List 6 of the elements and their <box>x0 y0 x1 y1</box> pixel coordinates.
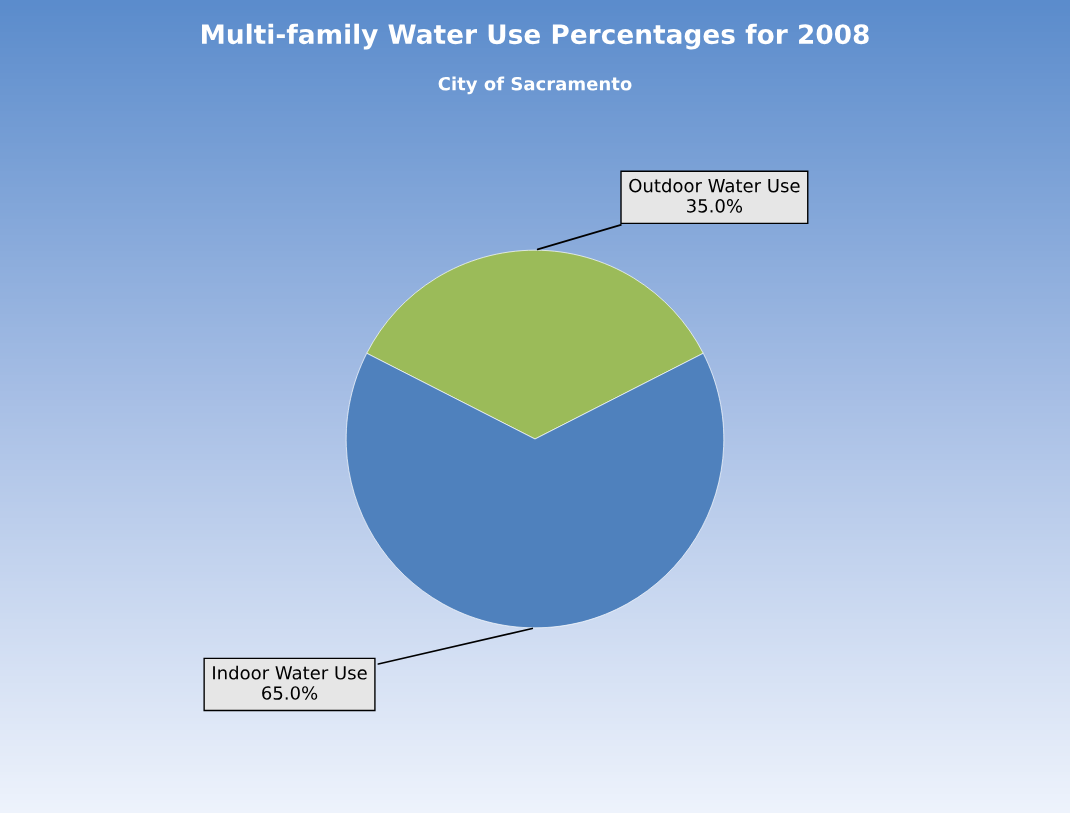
slice-label: Indoor Water Use <box>213 665 367 680</box>
chart-subtitle: City of Sacramento <box>438 76 632 95</box>
slice-label: Outdoor Water Use <box>629 178 800 193</box>
chart-title: Multi-family Water Use Percentages for 2008 <box>202 23 869 50</box>
data-label: 65.0% <box>262 686 318 700</box>
data-label: 35.0% <box>687 199 743 213</box>
